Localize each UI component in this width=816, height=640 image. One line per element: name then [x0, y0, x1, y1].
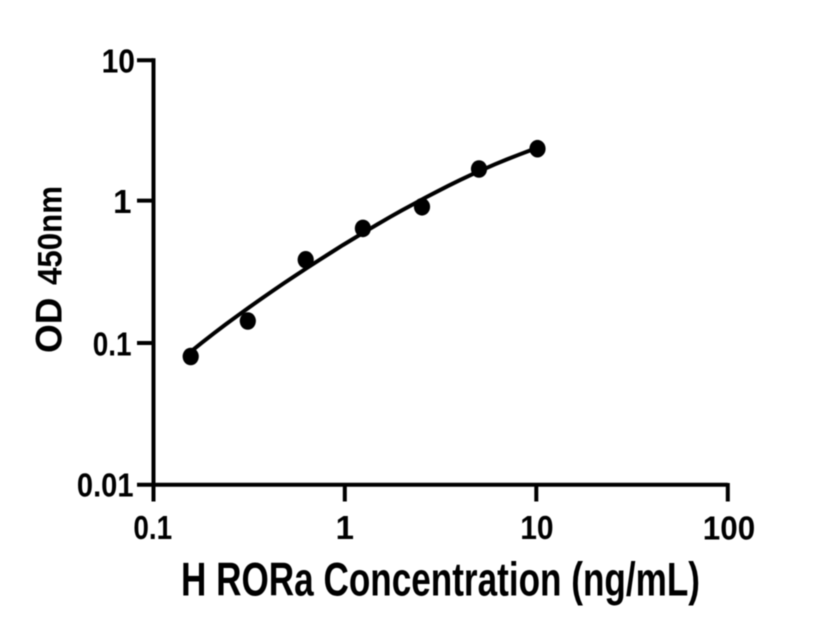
svg-text:450nm: 450nm: [32, 186, 70, 285]
svg-text:0.01: 0.01: [77, 466, 134, 503]
svg-text:1: 1: [336, 509, 354, 546]
svg-text:H RORa Concentration (ng/mL): H RORa Concentration (ng/mL): [181, 554, 700, 607]
svg-text:1: 1: [113, 183, 131, 220]
svg-text:100: 100: [703, 509, 755, 546]
svg-text:10: 10: [102, 42, 135, 79]
svg-text:0.1: 0.1: [133, 509, 172, 546]
svg-text:0.1: 0.1: [93, 325, 132, 362]
svg-text:OD: OD: [29, 298, 70, 354]
svg-text:10: 10: [520, 509, 553, 546]
